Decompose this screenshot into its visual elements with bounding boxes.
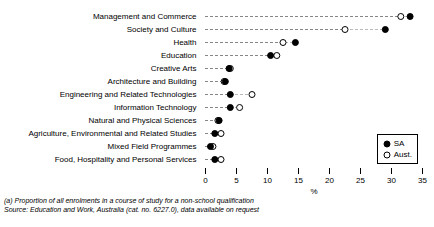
html-text:SA: SA (393, 139, 405, 148)
svg-text:10: 10 (263, 176, 272, 185)
html-text:Source: Education and Work, Au: Source: Education and Work, Australia (c… (4, 206, 259, 213)
svg-text:Creative Arts: Creative Arts (151, 64, 197, 73)
svg-text:%: % (310, 187, 317, 196)
svg-text:5: 5 (234, 176, 239, 185)
svg-text:Architecture and Building: Architecture and Building (108, 77, 197, 86)
svg-text:Mixed Field Programmes: Mixed Field Programmes (108, 142, 197, 151)
svg-text:Health: Health (173, 38, 196, 47)
html-text:Aust.: Aust. (393, 150, 412, 159)
svg-text:30: 30 (387, 176, 396, 185)
svg-text:Management and Commerce: Management and Commerce (93, 12, 197, 21)
svg-text:Food, Hospitality and Personal: Food, Hospitality and Personal Services (55, 155, 197, 164)
svg-text:15: 15 (294, 176, 303, 185)
svg-text:Information Technology: Information Technology (114, 103, 197, 112)
svg-text:Natural and Physical Sciences: Natural and Physical Sciences (88, 116, 196, 125)
svg-text:Engineering and Related Techno: Engineering and Related Technologies (60, 90, 197, 99)
svg-text:Society and Culture: Society and Culture (127, 25, 197, 34)
svg-text:Education: Education (161, 51, 197, 60)
svg-text:35: 35 (418, 176, 427, 185)
svg-text:25: 25 (356, 176, 365, 185)
svg-text:Agriculture, Environmental and: Agriculture, Environmental and Related S… (28, 129, 196, 138)
svg-text:20: 20 (325, 176, 334, 185)
html-text:(a) Proportion of all enrolmen: (a) Proportion of all enrolments in a co… (4, 197, 254, 204)
svg-text:0: 0 (203, 176, 208, 185)
